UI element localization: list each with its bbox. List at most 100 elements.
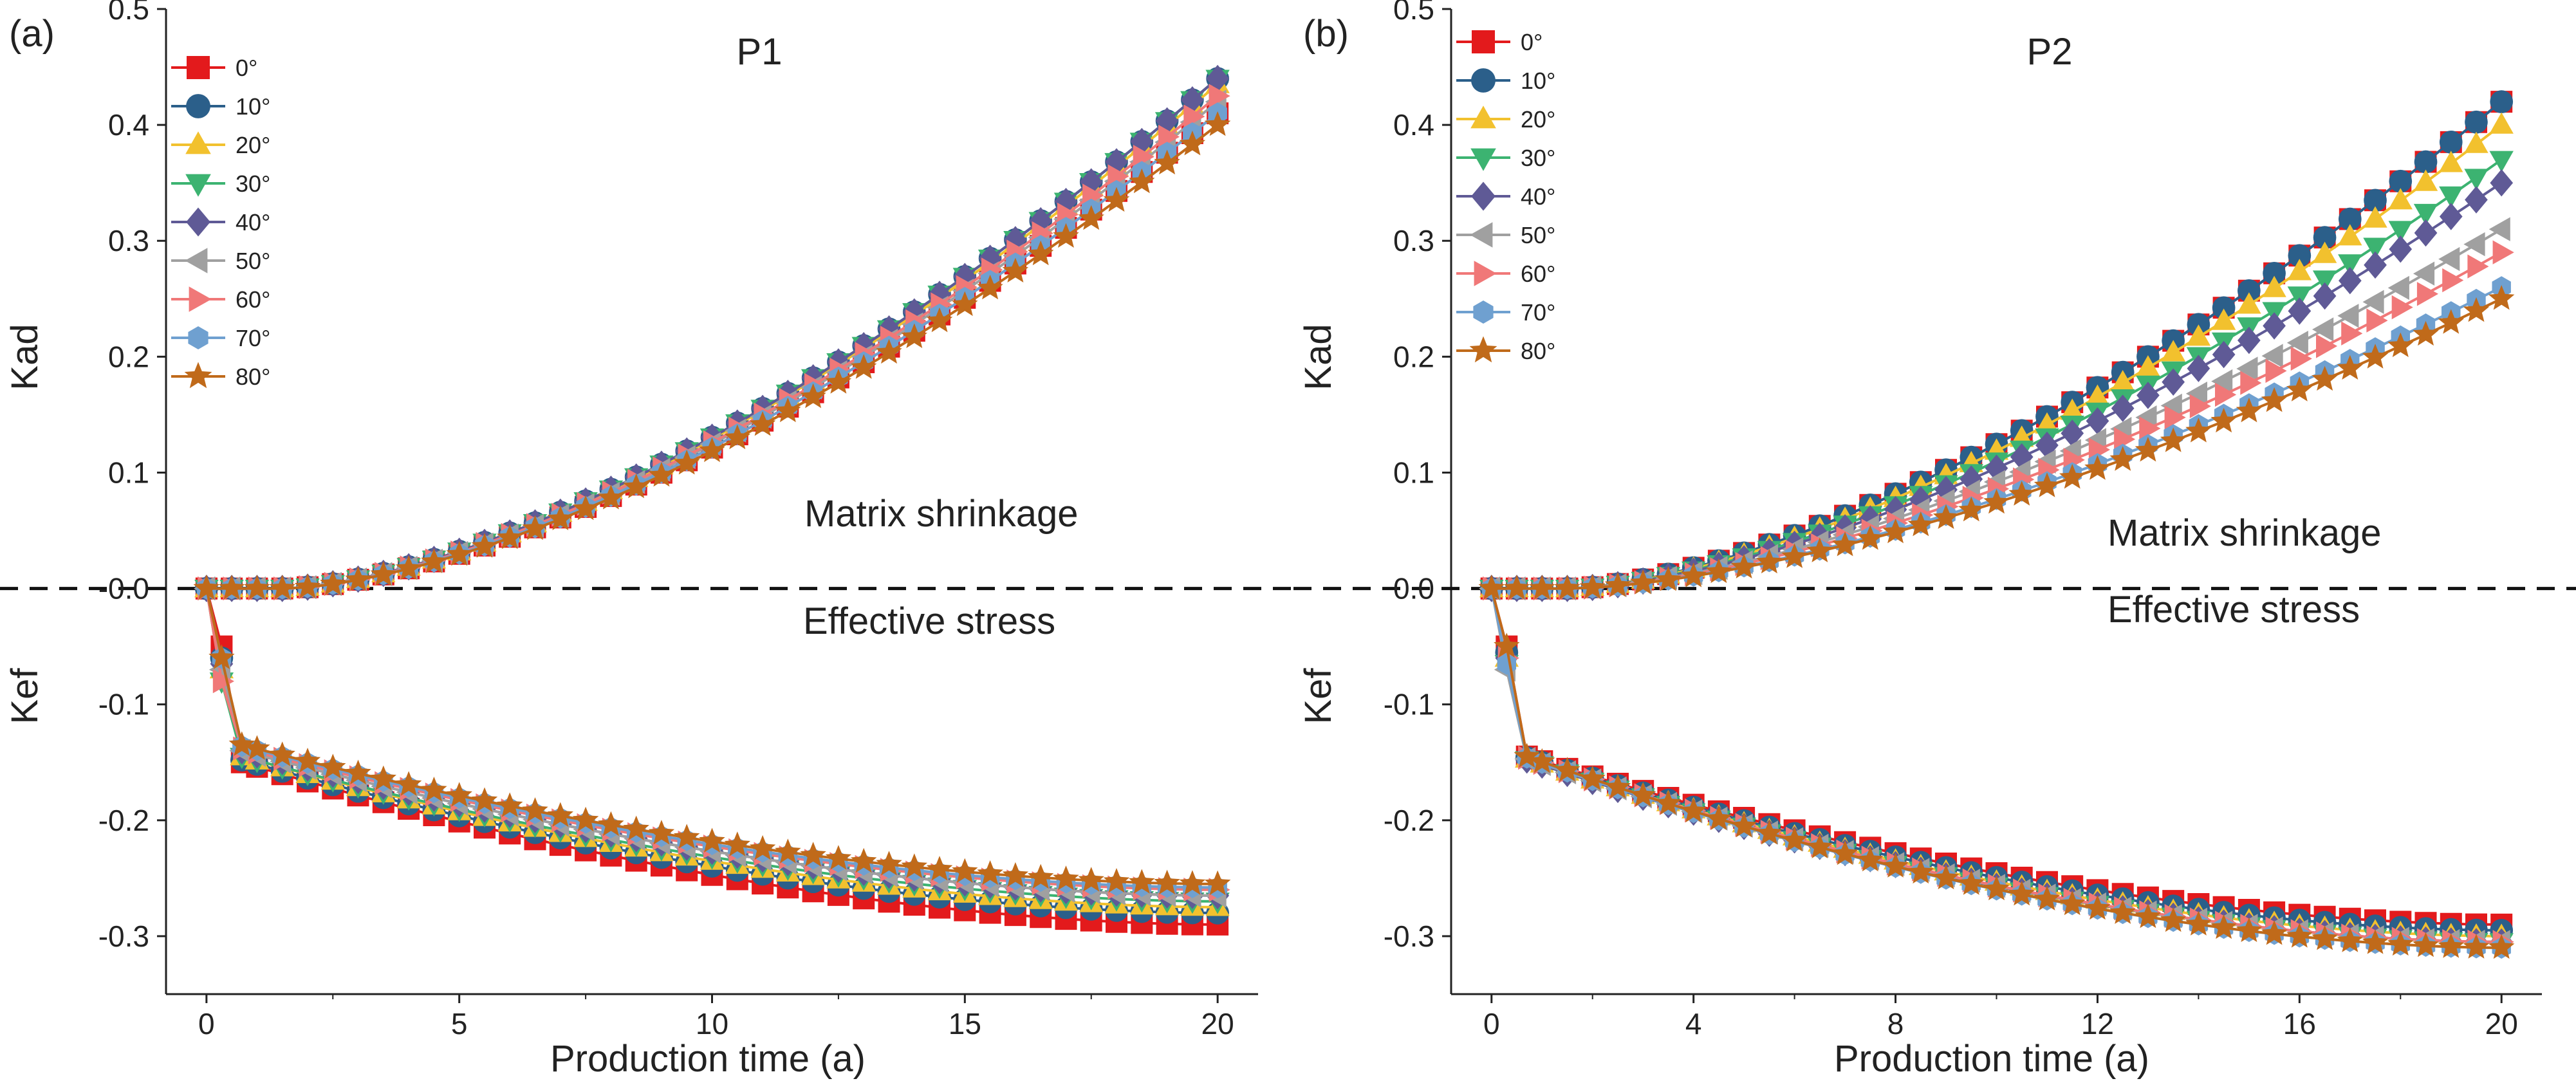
data-point-kad	[1133, 144, 1154, 169]
data-point-kad	[1204, 111, 1231, 136]
data-point-kad	[1958, 496, 1985, 522]
data-point-kad	[2442, 268, 2464, 293]
data-point-kad	[2211, 369, 2233, 394]
data-point-kad	[1655, 566, 1682, 591]
data-point-kad	[2160, 427, 2187, 452]
data-point-kad	[2161, 340, 2185, 362]
data-point-kad	[2287, 286, 2312, 308]
y-tick-label: -0.0	[98, 572, 149, 605]
data-point-kef	[471, 787, 498, 812]
data-point-kad	[2186, 324, 2211, 346]
data-point-kad	[2464, 169, 2488, 190]
data-point-kad	[2288, 297, 2312, 325]
data-point-kad	[876, 338, 902, 364]
data-point-kad	[2439, 203, 2463, 230]
data-point-kad	[1181, 86, 1204, 114]
data-point-kef	[1983, 875, 2010, 901]
data-point-kef	[825, 845, 852, 870]
data-point-kad	[2286, 331, 2308, 355]
data-point-kad	[1705, 558, 1732, 584]
legend-label: 0°	[236, 55, 257, 81]
data-point-kad	[800, 383, 826, 409]
data-point-kef	[2034, 885, 2061, 910]
data-point-kef	[1932, 864, 1960, 890]
data-point-kad	[2162, 368, 2185, 396]
y-tick-label: -0.2	[98, 804, 149, 837]
y-tick-label: 0.1	[108, 456, 149, 489]
data-point-kad	[2492, 240, 2514, 264]
panel-p1: 0° 10° 20° 30° 40° 50° 60° 70° 80° (a) P1 Productio…	[0, 0, 1293, 1080]
data-point-kad	[775, 397, 801, 423]
data-point-kad	[1209, 84, 1230, 108]
data-point-kef	[395, 771, 422, 796]
data-point-kad	[2164, 405, 2186, 430]
data-point-kad	[2312, 317, 2334, 342]
legend-marker	[186, 94, 210, 118]
legend: 0° 10° 20° 30° 40° 50° 60° 70° 80°	[1456, 29, 1555, 364]
data-point-kef	[1002, 862, 1029, 887]
data-point-kad	[2414, 150, 2438, 174]
data-point-kad	[977, 274, 1003, 300]
data-point-kef	[1958, 870, 1985, 895]
legend-label: 70°	[1521, 299, 1555, 326]
data-point-kad	[1983, 488, 2010, 514]
data-point-kad	[1680, 562, 1707, 587]
legend-marker	[1470, 106, 1496, 129]
data-point-kad	[623, 473, 649, 499]
data-point-kef	[2312, 925, 2338, 950]
data-point-kad	[2489, 151, 2514, 172]
legend-marker	[185, 131, 211, 154]
legend-label: 40°	[1521, 183, 1555, 210]
data-point-kad	[1730, 553, 1757, 578]
data-point-kad	[2061, 420, 2084, 447]
data-point-kad	[2085, 384, 2110, 406]
data-point-kad	[2439, 186, 2463, 208]
data-point-kad	[1158, 124, 1180, 149]
data-point-kad	[926, 307, 953, 333]
data-point-kef	[212, 669, 234, 694]
data-point-kad	[2364, 189, 2387, 212]
data-point-kef	[674, 824, 700, 849]
data-point-kad	[2084, 455, 2111, 480]
panel-p2: 0° 10° 20° 30° 40° 50° 60° 70° 80° (b) P2 Productio…	[1293, 0, 2576, 1080]
legend-marker	[1469, 336, 1497, 363]
data-point-kef	[1730, 812, 1757, 838]
data-point-kad	[1129, 168, 1155, 194]
series-80deg	[1478, 285, 2515, 959]
data-point-kad	[1183, 104, 1205, 129]
data-point-kad	[2189, 394, 2211, 418]
panel-title: P1	[737, 31, 783, 73]
y-tick-label: 0.2	[108, 340, 149, 373]
legend-label: 30°	[1521, 145, 1555, 171]
data-point-kad	[2215, 382, 2237, 407]
data-point-kad	[2109, 446, 2136, 471]
data-point-kad	[2362, 344, 2389, 369]
data-point-kef	[2135, 903, 2162, 928]
data-point-kad	[2438, 246, 2460, 272]
data-point-kef	[623, 815, 649, 840]
data-point-kad	[2339, 266, 2362, 295]
data-point-kef	[1604, 773, 1631, 799]
data-point-kef	[2185, 910, 2212, 936]
y-tick-label: 0.3	[108, 224, 149, 257]
data-point-kad	[2341, 321, 2363, 346]
data-point-kad	[2312, 241, 2337, 263]
legend-marker	[1473, 300, 1494, 324]
data-point-kad	[2363, 206, 2387, 228]
data-point-kad	[1053, 223, 1079, 248]
data-point-kad	[2263, 312, 2286, 340]
data-point-kef	[2084, 894, 2111, 920]
x-axis-title: Production time (a)	[550, 1038, 866, 1080]
data-point-kef	[497, 792, 523, 817]
data-point-kad	[2413, 169, 2438, 191]
y-tick-label: -0.3	[1384, 919, 1434, 953]
data-point-kad	[1554, 575, 1580, 600]
data-point-kad	[2337, 355, 2363, 380]
data-point-kad	[2135, 436, 2162, 462]
x-tick-label: 10	[696, 1007, 728, 1040]
data-point-kad	[1154, 149, 1180, 175]
data-point-kad	[2237, 292, 2261, 314]
data-point-kad	[1028, 240, 1054, 266]
data-point-kef	[1882, 853, 1909, 878]
